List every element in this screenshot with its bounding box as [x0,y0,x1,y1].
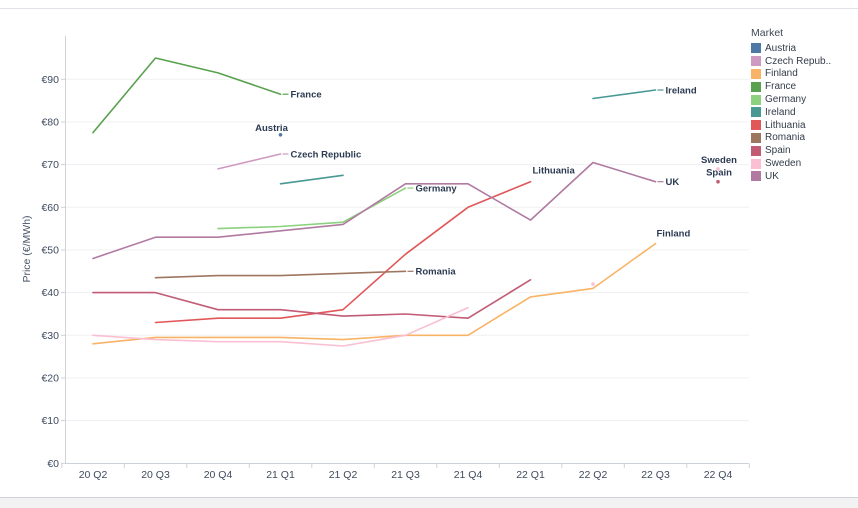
line-label-germany: Germany [416,183,458,194]
series-line-lithuania[interactable] [154,180,532,324]
legend-items: Austria Czech Repub.. Finland France Germany… [751,42,855,183]
legend-item-austria[interactable]: Austria [751,42,855,55]
y-tick-label: €20 [41,373,59,385]
series-line-romania[interactable] [154,270,407,279]
legend-item-uk[interactable]: UK [751,170,855,183]
series-point-austria[interactable] [278,133,283,137]
line-label-czech-republic: Czech Republic [291,149,362,160]
legend-swatch-spain [751,145,761,156]
line-label-lithuania: Lithuania [533,166,576,177]
x-tick-label: 22 Q1 [516,469,545,481]
legend-item-label: Romania [765,132,806,144]
y-tick-label: €30 [41,330,59,342]
line-label-spain: Spain [706,168,732,179]
legend: Market Austria Czech Repub.. Finland France… [751,27,855,183]
legend-item-label: Austria [765,42,797,54]
y-tick-label: €60 [41,202,59,214]
legend-item-label: UK [765,170,779,182]
legend-item-label: Ireland [765,106,796,118]
x-tick-label: 22 Q4 [704,469,733,481]
legend-item-label: France [765,81,797,93]
line-label-austria: Austria [255,123,288,134]
y-axis-title: Price (€/MWh) [21,215,33,282]
legend-swatch-france [751,81,761,92]
series-line-france[interactable] [92,57,282,134]
x-tick-label: 20 Q2 [79,469,108,481]
x-tick-label: 21 Q2 [329,469,358,481]
x-tick-label: 22 Q2 [579,469,608,481]
legend-item-spain[interactable]: Spain [751,144,855,157]
legend-swatch-uk [751,171,761,182]
legend-swatch-ireland [751,107,761,118]
legend-item-label: Lithuania [765,119,806,131]
legend-item-lithuania[interactable]: Lithuania [751,119,855,132]
legend-swatch-czech-republic [751,56,761,67]
series-point-sweden[interactable] [591,282,595,286]
x-tick-label: 21 Q4 [454,469,483,481]
y-tick-label: €80 [41,117,59,129]
legend-swatch-romania [751,132,761,143]
bottom-strip [0,498,858,508]
x-tick-label: 21 Q3 [391,469,420,481]
y-tick-label: €0 [47,458,59,470]
line-label-finland: Finland [657,229,691,240]
y-tick-label: €90 [41,74,59,86]
legend-item-label: Spain [765,145,791,157]
legend-item-czech-republic[interactable]: Czech Repub.. [751,55,855,68]
line-label-romania: Romania [416,267,457,278]
line-label-france: France [291,90,322,101]
legend-item-label: Sweden [765,158,802,170]
legend-item-label: Czech Repub.. [765,55,832,67]
y-tick-label: €70 [41,159,59,171]
x-tick-label: 21 Q1 [266,469,295,481]
series-point-spain[interactable] [716,179,720,184]
series-line-germany[interactable] [217,187,407,230]
legend-item-sweden[interactable]: Sweden [751,157,855,170]
bottom-divider [0,497,858,498]
legend-swatch-lithuania [751,120,761,131]
legend-item-germany[interactable]: Germany [751,93,855,106]
legend-title: Market [751,27,784,39]
legend-item-ireland[interactable]: Ireland [751,106,855,119]
x-tick-label: 20 Q3 [141,469,170,481]
series-point-sweden[interactable] [716,167,720,171]
top-divider [0,8,858,9]
legend-item-label: Finland [765,68,798,80]
legend-item-finland[interactable]: Finland [751,68,855,81]
series-line-ireland[interactable] [279,89,657,185]
y-tick-label: €10 [41,415,59,427]
y-tick-label: €50 [41,245,59,257]
legend-item-france[interactable]: France [751,80,855,93]
legend-swatch-sweden [751,158,761,169]
series-line-czech-republic[interactable] [217,153,282,170]
legend-swatch-germany [751,94,761,105]
legend-item-label: Germany [765,94,807,106]
series-line-uk[interactable] [92,161,657,260]
line-label-sweden: Sweden [701,155,737,166]
line-label-uk: UK [666,177,680,188]
legend-swatch-austria [751,43,761,54]
y-tick-label: €40 [41,287,59,299]
series-line-finland[interactable] [92,242,657,345]
series-line-sweden[interactable] [93,169,718,346]
legend-swatch-finland [751,68,761,79]
x-tick-label: 22 Q3 [641,469,670,481]
legend-item-romania[interactable]: Romania [751,132,855,145]
line-label-ireland: Ireland [666,85,697,96]
x-tick-label: 20 Q4 [204,469,233,481]
